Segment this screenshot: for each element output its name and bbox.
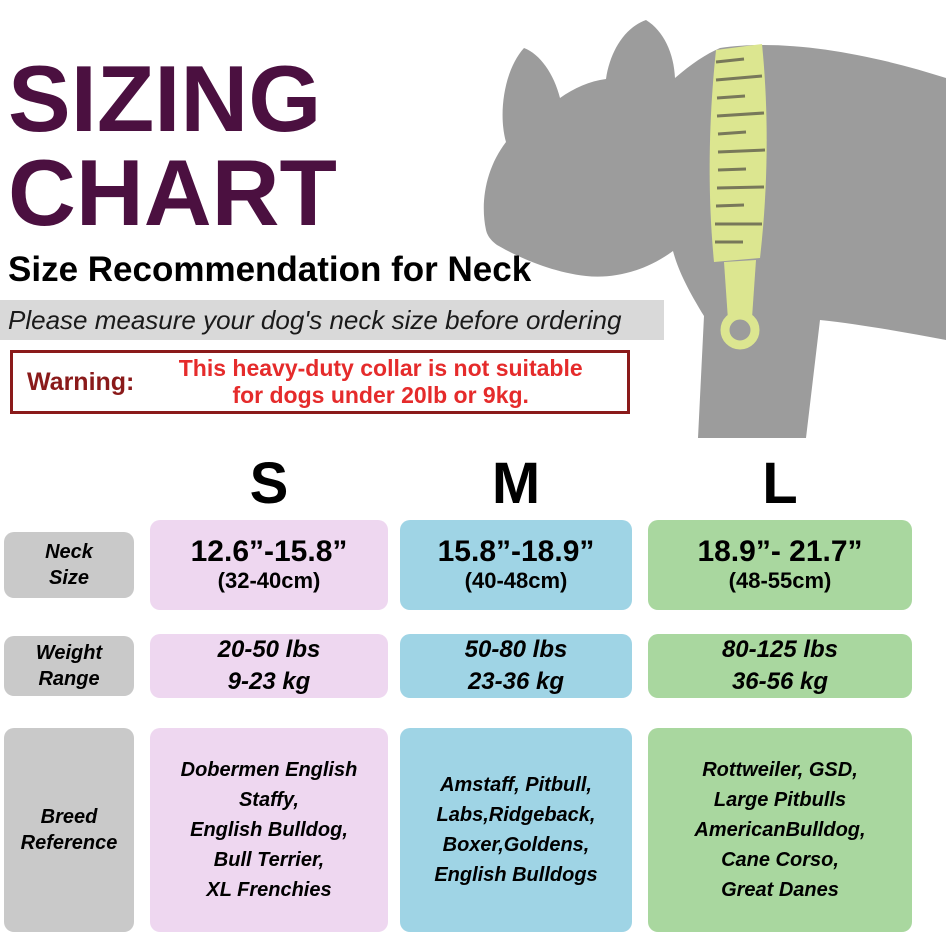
row-label-weight-range: Weight Range — [4, 636, 134, 696]
title-line1: SIZING — [8, 46, 322, 151]
weight-range-cell-l: 80-125 lbs 36-56 kg — [648, 634, 912, 698]
breed-reference-cell-s: Dobermen English Staffy, English Bulldog… — [150, 728, 388, 932]
row-label-line: Size — [48, 567, 90, 589]
warning-label: Warning: — [27, 367, 135, 396]
neck-size-cm: (32-40cm) — [217, 568, 321, 594]
dog-silhouette-image — [483, 20, 946, 438]
neck-size-cell-m: 15.8”-18.9” (40-48cm) — [400, 520, 632, 610]
row-label-line: Breed — [40, 806, 98, 828]
weight-range-cell-s: 20-50 lbs 9-23 kg — [150, 634, 388, 698]
row-label-breed-reference: Breed Reference — [4, 728, 134, 932]
neck-size-cm: (40-48cm) — [464, 568, 568, 594]
column-header-m: M — [491, 451, 541, 516]
measure-notice-bar: Please measure your dog's neck size befo… — [0, 300, 664, 340]
weight-range-text: 50-80 lbs 23-36 kg — [464, 635, 568, 695]
weight-range-text: 80-125 lbs 36-56 kg — [721, 635, 839, 695]
weight-range-text: 20-50 lbs 9-23 kg — [217, 635, 321, 695]
neck-size-inches: 15.8”-18.9” — [437, 535, 595, 569]
breed-list: Amstaff, Pitbull, Labs,Ridgeback, Boxer,… — [434, 774, 598, 886]
breed-reference-cell-l: Rottweiler, GSD, Large Pitbulls American… — [648, 728, 912, 932]
row-label-line: Reference — [20, 832, 118, 854]
neck-size-cm: (48-55cm) — [728, 568, 832, 594]
neck-size-cell-s: 12.6”-15.8” (32-40cm) — [150, 520, 388, 610]
column-header-l: L — [762, 451, 798, 516]
page-subtitle: Size Recommendation for Neck — [8, 250, 532, 289]
page-title: SIZING CHART — [8, 52, 337, 240]
row-label-line: Range — [38, 668, 100, 690]
weight-range-cell-m: 50-80 lbs 23-36 kg — [400, 634, 632, 698]
breed-list: Rottweiler, GSD, Large Pitbulls American… — [694, 759, 866, 901]
breed-list: Dobermen English Staffy, English Bulldog… — [180, 759, 358, 901]
column-header-s: S — [249, 451, 289, 516]
neck-size-cell-l: 18.9”- 21.7” (48-55cm) — [648, 520, 912, 610]
collar-ring — [720, 310, 760, 350]
warning-message: This heavy-duty collar is not suitable f… — [178, 354, 583, 408]
row-label-line: Neck — [45, 541, 93, 563]
breed-reference-cell-m: Amstaff, Pitbull, Labs,Ridgeback, Boxer,… — [400, 728, 632, 932]
collar-tick-marks — [715, 57, 766, 244]
row-label-neck-size: Neck Size — [4, 532, 134, 598]
title-line2: CHART — [8, 140, 337, 245]
collar-strap — [724, 260, 756, 320]
neck-size-inches: 12.6”-15.8” — [190, 535, 348, 569]
neck-size-inches: 18.9”- 21.7” — [697, 535, 863, 569]
warning-box: Warning: This heavy-duty collar is not s… — [10, 350, 630, 414]
row-label-line: Weight — [35, 642, 103, 664]
